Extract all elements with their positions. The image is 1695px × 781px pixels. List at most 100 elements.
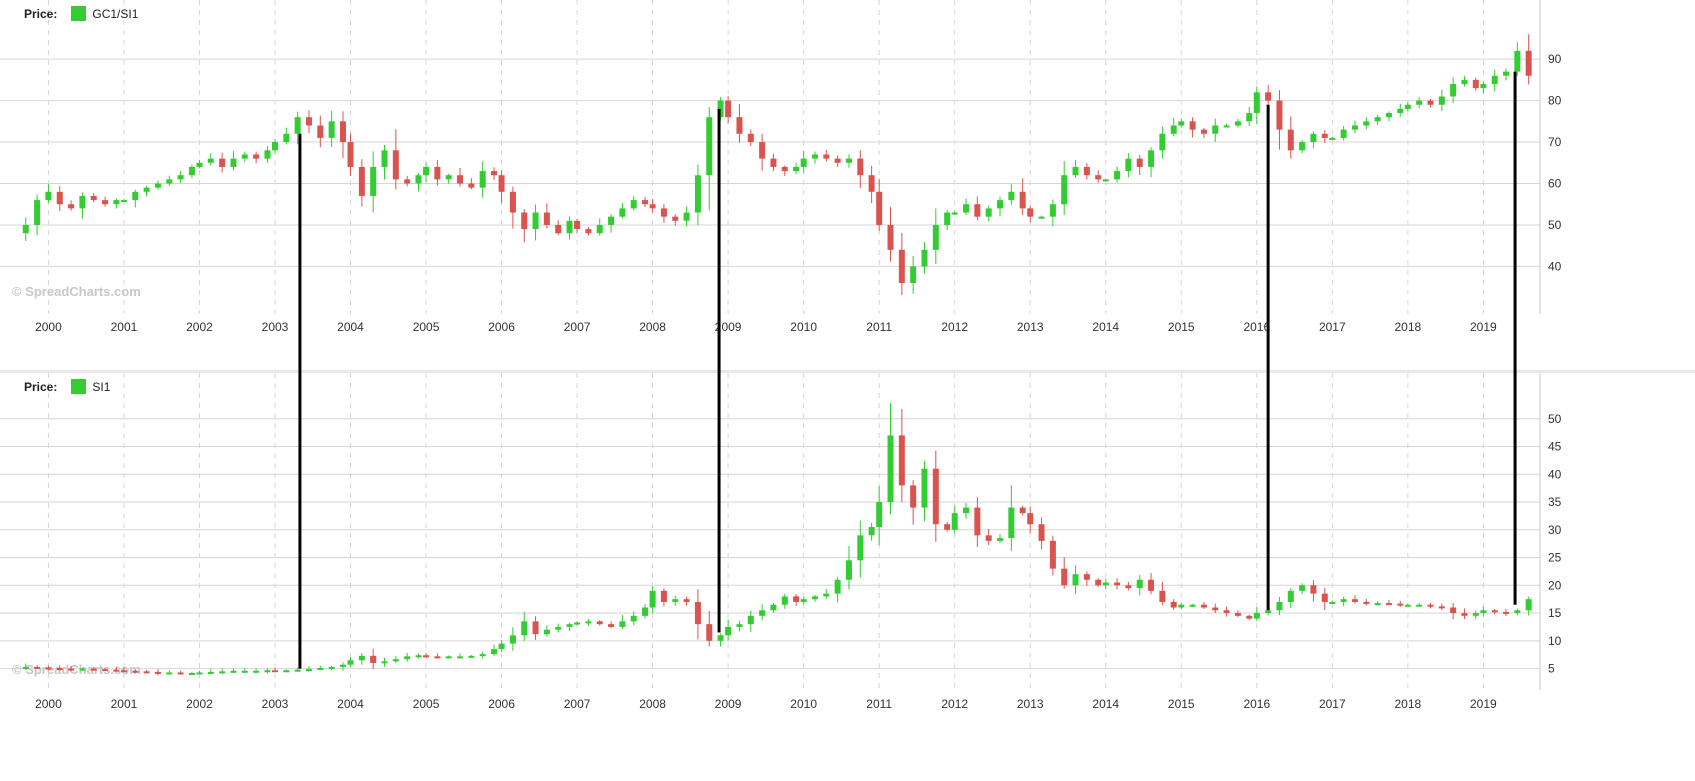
silver-chart-panel: 2000 2001 2002 2003 2004 2005 2006 2007 2008 2009… [0,373,1695,781]
y-tick-label: 10 [1548,634,1562,648]
candle-body [370,166,377,196]
x-tick-label: 2011 [866,697,892,711]
candle-body [358,655,365,661]
candle-body [294,117,301,134]
x-tick-label: 2015 [1168,697,1195,711]
candle-body [1491,610,1498,613]
legend-swatch[interactable] [71,6,87,21]
candle-body [1351,599,1358,602]
y-tick-label: 5 [1548,662,1555,676]
candle-body [997,200,1004,209]
candle-body [1416,100,1423,105]
series-name[interactable]: SI1 [92,379,111,394]
candle-body [392,659,399,662]
candle-body [1374,117,1381,122]
series-name[interactable]: GC1/SI1 [92,6,139,21]
candle-body [1525,599,1532,611]
candle-body [1159,133,1166,151]
x-tick-label: 2016 [1243,320,1270,334]
candle-body [1234,613,1241,616]
candle-body [132,191,139,201]
candle-body [793,166,800,172]
x-tick-label: 2015 [1168,320,1195,334]
candle-body [608,216,615,225]
x-tick-label: 2000 [35,320,62,334]
candle-body [1363,601,1370,604]
candle-body [736,117,743,134]
candle-body [370,655,377,664]
candle-body [1514,610,1521,614]
candle-body [143,671,150,674]
candle-body [1008,507,1015,539]
candle-body [985,208,992,217]
candle-body [1287,129,1294,151]
candle-body [132,670,139,673]
x-tick-label: 2002 [186,697,213,711]
candle-body [1480,84,1487,89]
x-tick-label: 2002 [186,320,213,334]
candle-body [1083,166,1090,176]
candle-body [328,666,335,669]
candle-body [672,599,679,602]
candle-body [1340,599,1347,602]
candle-body [1125,158,1132,172]
candle-body [759,610,766,616]
panel-separator [0,370,1695,374]
y-tick-label: 25 [1548,551,1562,565]
candle-body [630,200,637,209]
candles [22,403,1532,676]
candle-body [347,660,354,665]
x-tick-label: 2003 [262,697,289,711]
price-label: Price: [24,6,58,21]
x-tick-label: 2010 [790,320,817,334]
candle-body [34,200,41,225]
silver-chart-svg: 2000 2001 2002 2003 2004 2005 2006 2007 2008 2009… [0,373,1562,711]
candle-body [347,142,354,167]
candle-body [1072,166,1079,176]
candle-body [781,596,788,605]
candle-body [608,624,615,627]
candle-body [1148,150,1155,167]
candle-body [619,621,626,627]
y-tick-label: 70 [1548,135,1562,149]
candle-body [509,635,516,644]
candle-body [1246,113,1253,122]
candle-body [868,175,875,192]
candle-body [898,249,905,283]
x-tick-label: 2006 [488,320,515,334]
x-tick-label: 2008 [639,320,666,334]
candle-body [154,671,161,674]
y-tick-label: 40 [1548,259,1562,273]
candle-body [188,673,195,676]
candle-body [887,224,894,250]
y-tick-label: 50 [1548,218,1562,232]
candle-body [800,158,807,167]
candle-body [1340,129,1347,138]
candle-body [68,668,75,671]
candle-body [951,513,958,530]
candle-body [68,204,75,209]
legend-swatch[interactable] [71,379,87,394]
candle-body [272,142,278,151]
candle-body [596,621,603,625]
candle-body [1299,142,1306,151]
candle-body [219,158,226,167]
candle-body [1159,590,1166,602]
candle-body [1404,104,1411,109]
candle-body [358,166,365,196]
candle-body [521,212,528,230]
candle-body [1189,604,1196,607]
candle-body [642,607,649,616]
x-tick-label: 2004 [337,320,364,334]
x-tick-label: 2013 [1017,320,1044,334]
ratio-chart-svg: 2000 2001 2002 2003 2004 2005 2006 2007 2008 2009… [0,0,1562,334]
candle-body [747,615,754,625]
x-tick-label: 2005 [413,697,440,711]
candle-body [457,175,464,184]
candle-body [1329,137,1336,140]
candle-body [857,158,864,176]
candle-body [1491,75,1498,85]
candle-body [177,672,184,675]
candle-body [811,596,818,600]
x-tick-label: 2012 [941,697,968,711]
